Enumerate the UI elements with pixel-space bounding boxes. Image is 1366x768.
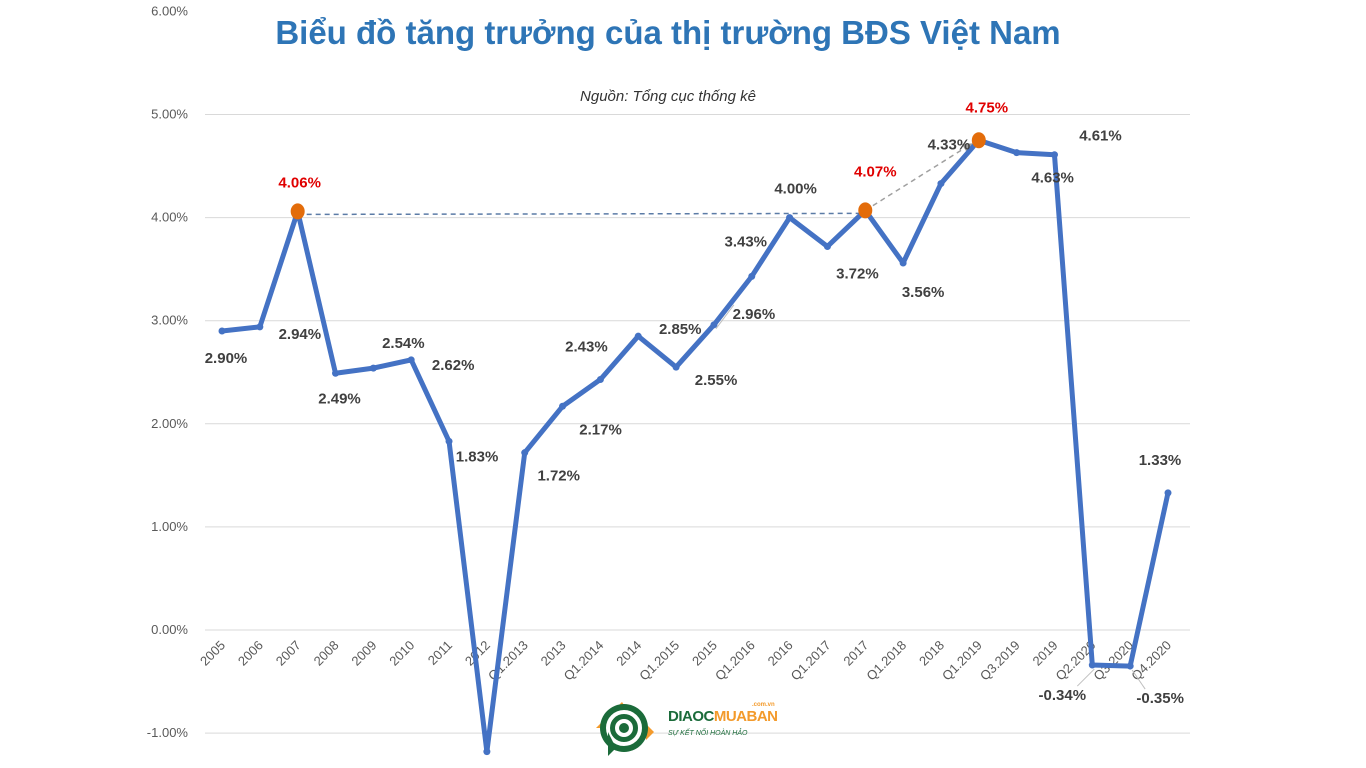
data-label: 2.96% bbox=[733, 306, 776, 323]
x-tick-label: 2009 bbox=[348, 638, 379, 669]
data-label: 2.94% bbox=[279, 326, 322, 343]
data-label: 4.61% bbox=[1079, 128, 1122, 145]
x-tick-label: 2015 bbox=[689, 638, 720, 669]
data-label: 2.49% bbox=[318, 390, 361, 407]
x-tick-label: Q1.2019 bbox=[939, 638, 985, 684]
x-tick-label: 2019 bbox=[1030, 638, 1061, 669]
logo-name-part1: DIAOC bbox=[668, 708, 714, 725]
data-point bbox=[1126, 662, 1134, 670]
leader-line bbox=[1131, 669, 1146, 690]
chart-subtitle: Nguồn: Tổng cục thống kê bbox=[580, 88, 756, 105]
data-label: 1.83% bbox=[456, 448, 499, 465]
y-tick-label: 2.00% bbox=[151, 416, 188, 431]
y-tick-label: 6.00% bbox=[151, 3, 188, 18]
x-tick-label: 2014 bbox=[613, 638, 644, 669]
x-tick-label: 2006 bbox=[235, 638, 266, 669]
data-point bbox=[1013, 149, 1021, 157]
data-point bbox=[672, 363, 680, 371]
data-point bbox=[559, 402, 567, 410]
data-point bbox=[710, 321, 718, 329]
data-point bbox=[823, 242, 831, 250]
chart-title: Biểu đồ tăng trưởng của thị trường BĐS V… bbox=[275, 14, 1061, 51]
arrow-head-icon bbox=[961, 143, 973, 153]
data-point bbox=[521, 449, 529, 457]
x-tick-label: 2018 bbox=[916, 638, 947, 669]
x-tick-label: 2016 bbox=[765, 638, 796, 669]
data-label: 2.17% bbox=[579, 421, 622, 438]
data-point bbox=[748, 272, 756, 280]
data-label: 4.33% bbox=[928, 137, 971, 154]
data-point bbox=[407, 356, 415, 364]
data-label: 2.54% bbox=[382, 335, 425, 352]
x-tick-label: Q1.2014 bbox=[561, 638, 607, 684]
data-label: 2.62% bbox=[432, 357, 475, 374]
data-label: 3.72% bbox=[836, 265, 879, 282]
data-point bbox=[369, 364, 377, 372]
x-tick-label: 2017 bbox=[840, 638, 871, 669]
data-label: 3.56% bbox=[902, 284, 945, 301]
leader-line bbox=[715, 304, 735, 330]
x-tick-label: 2007 bbox=[273, 638, 304, 669]
data-point bbox=[937, 180, 945, 188]
x-tick-label: 2010 bbox=[386, 638, 417, 669]
data-label: 1.33% bbox=[1139, 452, 1182, 469]
logo-tagline: SỰ KẾT NỐI HOÀN HẢO bbox=[668, 730, 748, 737]
x-tick-label: Q1.2015 bbox=[636, 638, 682, 684]
highlight-marker bbox=[858, 202, 873, 219]
leader-line bbox=[1076, 668, 1095, 687]
trend-dashed-line bbox=[297, 212, 866, 216]
watermark-logo: DIAOCMUABAN .com.vn SỰ KẾT NỐI HOÀN HẢO bbox=[588, 692, 788, 758]
x-tick-label: 2013 bbox=[538, 638, 569, 669]
data-label: 4.75% bbox=[966, 99, 1009, 116]
data-point bbox=[1050, 151, 1058, 159]
highlight-marker bbox=[290, 203, 305, 220]
x-tick-label: Q1.2013 bbox=[485, 638, 531, 684]
data-point bbox=[445, 437, 453, 445]
data-point bbox=[899, 259, 907, 267]
data-label: 2.55% bbox=[695, 372, 738, 389]
y-tick-label: 3.00% bbox=[151, 313, 188, 328]
data-point bbox=[1088, 661, 1096, 669]
data-label: 4.63% bbox=[1031, 170, 1074, 187]
y-tick-label: 1.00% bbox=[151, 519, 188, 534]
data-label: 2.85% bbox=[659, 321, 702, 338]
trend-arrow-line bbox=[864, 143, 972, 212]
data-point bbox=[332, 369, 340, 377]
logo-domain: .com.vn bbox=[752, 702, 775, 708]
logo-icon bbox=[596, 702, 654, 756]
y-tick-label: 0.00% bbox=[151, 622, 188, 637]
y-tick-label: 5.00% bbox=[151, 107, 188, 122]
data-point bbox=[1164, 489, 1172, 497]
data-point bbox=[786, 214, 794, 222]
y-tick-label: -1.00% bbox=[147, 725, 189, 740]
data-label: 4.07% bbox=[854, 163, 897, 180]
logo-name-part2: MUABAN bbox=[713, 708, 778, 725]
data-point bbox=[256, 323, 264, 331]
x-tick-label: Q1.2017 bbox=[788, 638, 834, 684]
data-point bbox=[218, 327, 226, 335]
data-label: 4.06% bbox=[278, 174, 321, 191]
data-label: 2.43% bbox=[565, 338, 608, 355]
x-tick-label: Q1.2018 bbox=[863, 638, 909, 684]
series-line bbox=[221, 137, 1171, 755]
y-tick-label: 4.00% bbox=[151, 210, 188, 225]
data-label: 4.00% bbox=[774, 181, 817, 198]
x-tick-label: Q1.2016 bbox=[712, 638, 758, 684]
data-label: -0.35% bbox=[1136, 690, 1184, 707]
logo-name: DIAOCMUABAN bbox=[668, 708, 778, 725]
highlight-marker bbox=[971, 132, 986, 149]
x-tick-label: Q3.2019 bbox=[977, 638, 1023, 684]
data-label: 3.43% bbox=[724, 233, 767, 250]
data-label: -0.34% bbox=[1039, 687, 1087, 704]
data-point bbox=[483, 748, 491, 756]
x-tick-label: 2011 bbox=[425, 638, 455, 668]
data-point bbox=[634, 332, 642, 340]
data-label: 1.72% bbox=[537, 468, 580, 485]
x-tick-label: 2008 bbox=[311, 638, 342, 669]
data-point bbox=[596, 375, 604, 383]
x-tick-label: 2005 bbox=[197, 638, 228, 669]
data-label: 2.90% bbox=[205, 350, 248, 367]
